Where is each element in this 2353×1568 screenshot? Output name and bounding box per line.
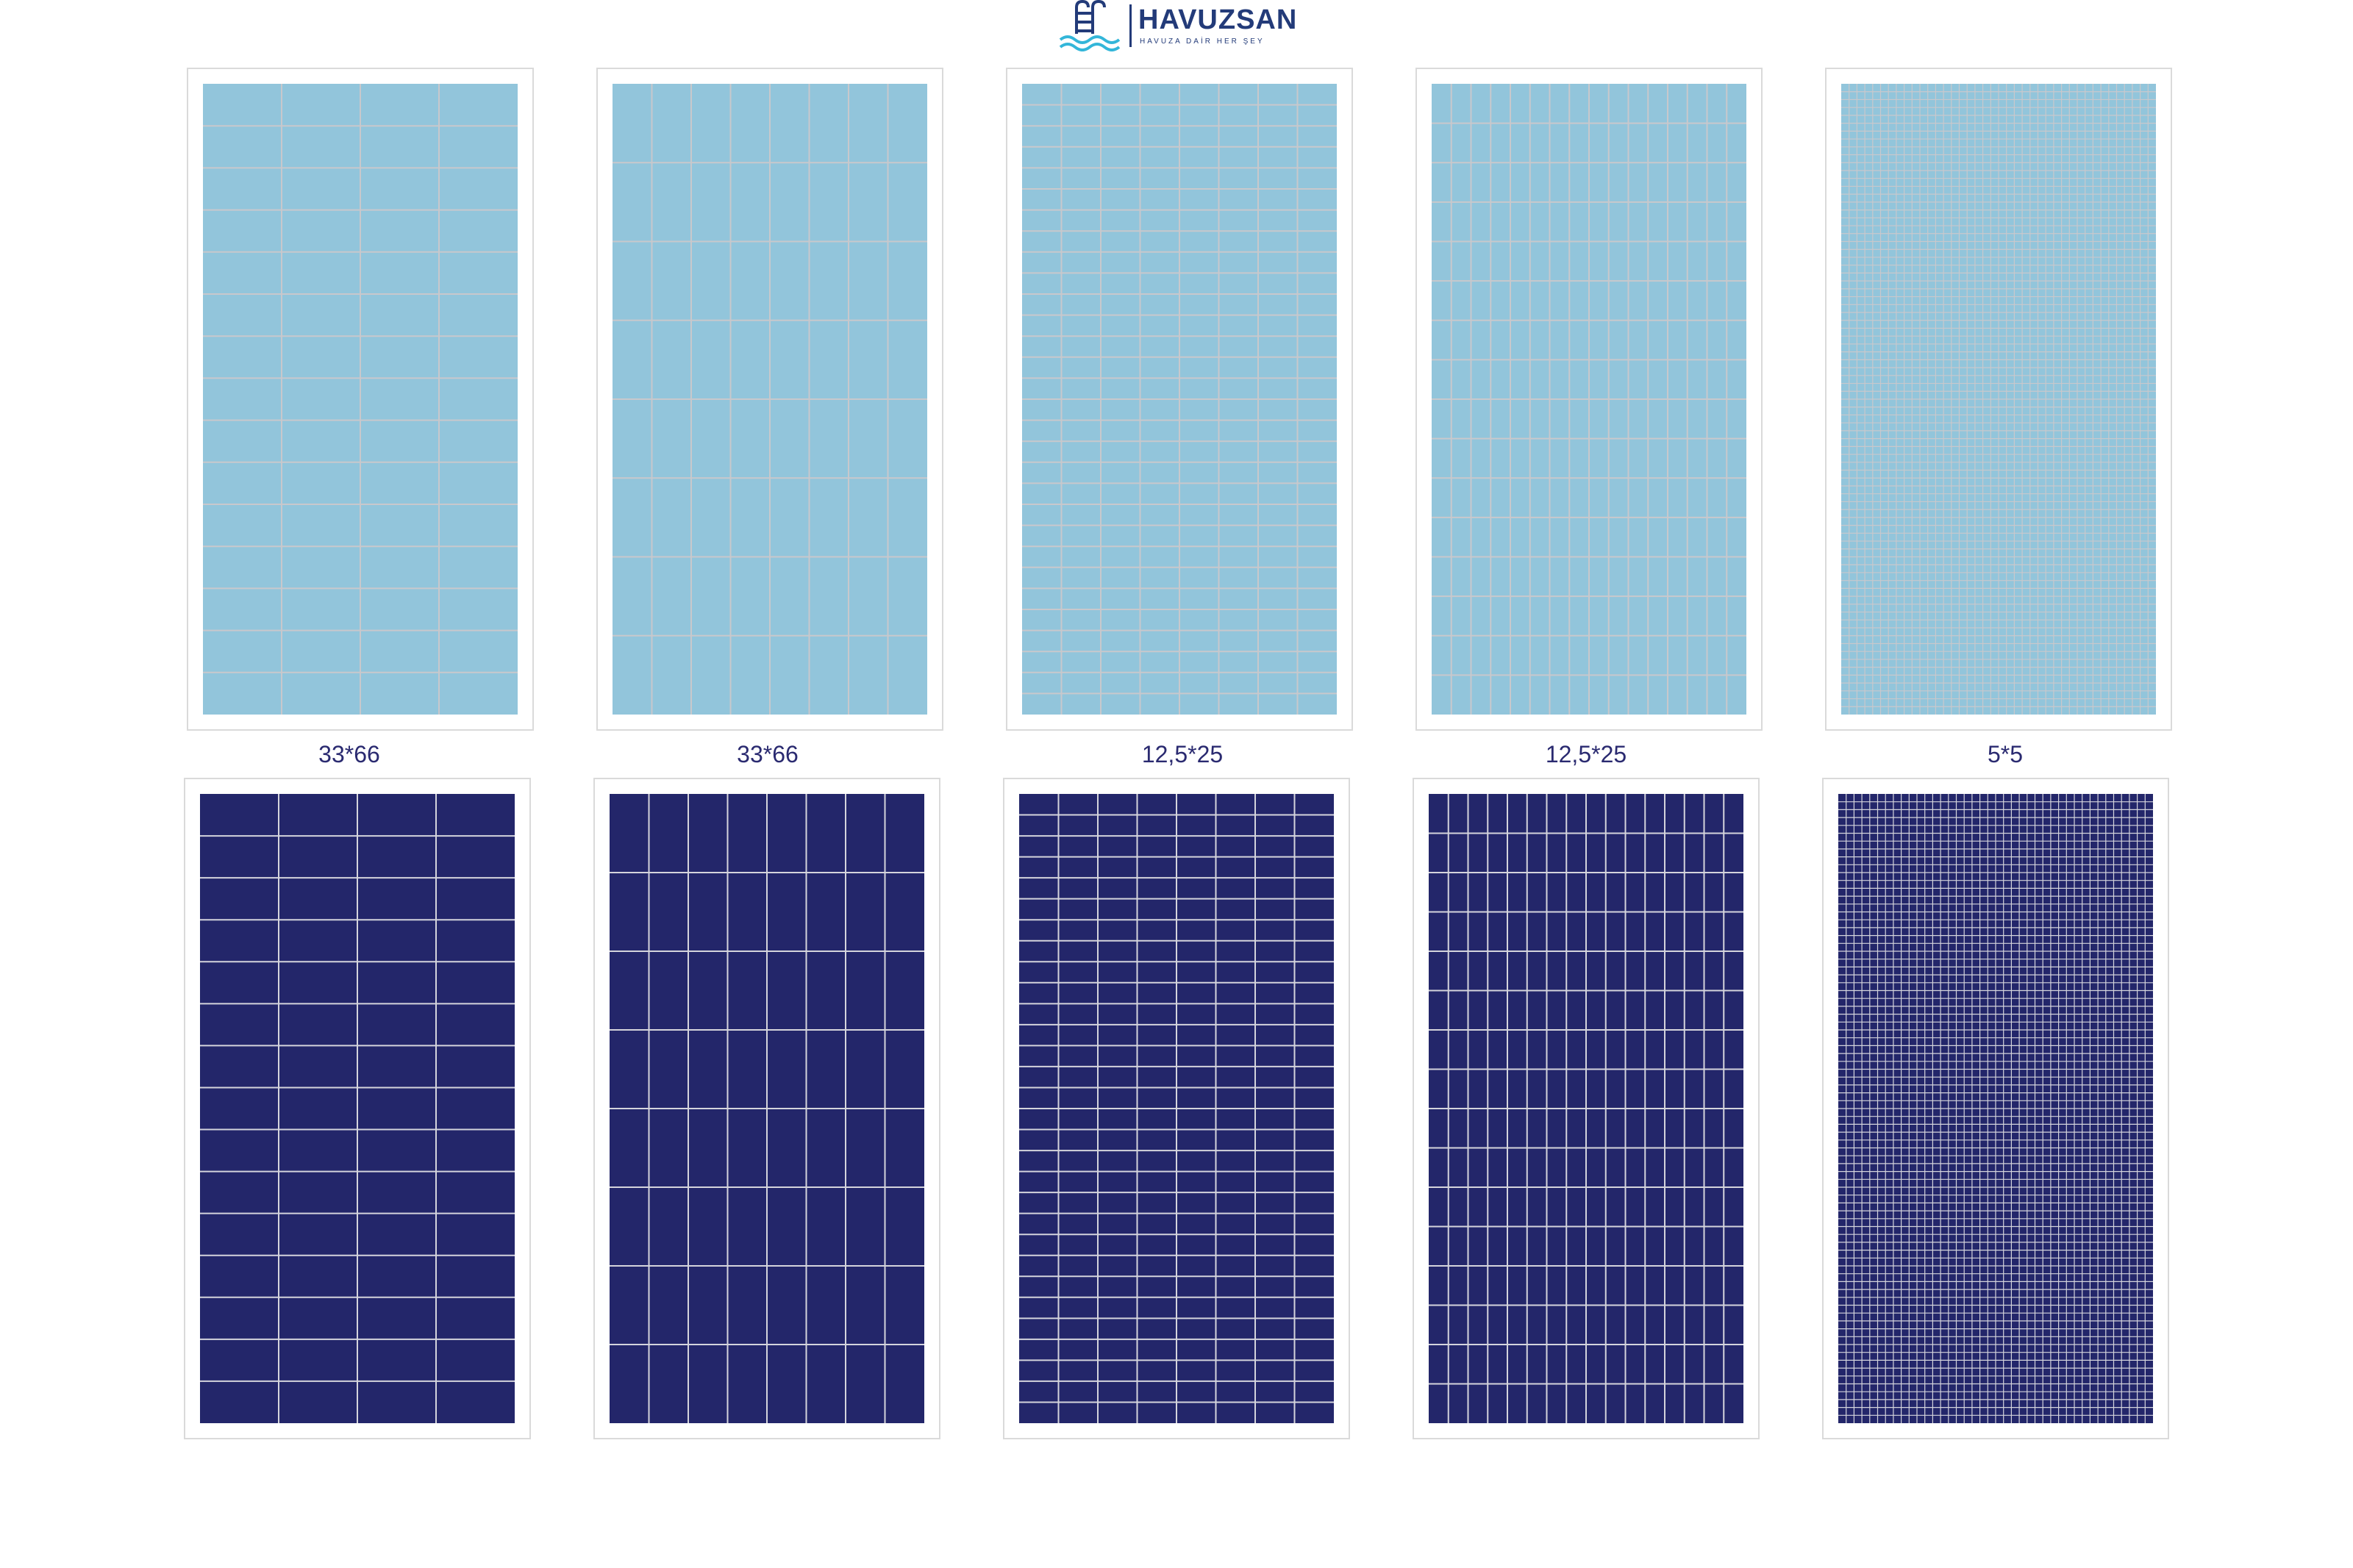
grout-lines [1019, 794, 1334, 1423]
tile-card-light-1 [187, 68, 534, 731]
tile-size-caption: 5*5 [1987, 741, 2024, 767]
grout-lines [200, 794, 515, 1423]
tile-swatch [200, 794, 515, 1423]
tile-swatch [613, 84, 927, 715]
grout-lines [203, 84, 518, 715]
grout-lines [1432, 84, 1746, 715]
tile-card-dark-2 [593, 778, 940, 1439]
tile-card-light-2 [596, 68, 943, 731]
tile-card-dark-3 [1003, 778, 1350, 1439]
tile-card-light-4 [1415, 68, 1763, 731]
tile-size-caption: 12,5*25 [1141, 741, 1224, 767]
tile-swatch [610, 794, 924, 1423]
tile-card-dark-4 [1413, 778, 1760, 1439]
tile-swatch [1022, 84, 1337, 715]
tile-swatch [203, 84, 518, 715]
grout-lines [1022, 84, 1337, 715]
tile-card-light-5 [1825, 68, 2172, 731]
tile-swatch [1019, 794, 1334, 1423]
tile-size-caption: 33*66 [737, 741, 799, 767]
tile-card-dark-5 [1822, 778, 2169, 1439]
tile-swatch [1432, 84, 1746, 715]
tile-swatch [1429, 794, 1743, 1423]
grout-lines [610, 794, 924, 1423]
tile-size-caption: 12,5*25 [1545, 741, 1627, 767]
tile-card-light-3 [1006, 68, 1353, 731]
brand-logo: HAVUZSAN HAVUZA DAİR HER ŞEY [1059, 0, 1309, 51]
grout-lines [1429, 794, 1743, 1423]
brand-tagline: HAVUZA DAİR HER ŞEY [1140, 37, 1265, 46]
pool-ladder-icon [1059, 0, 1124, 51]
tile-card-dark-1 [184, 778, 531, 1439]
logo-divider [1129, 4, 1132, 47]
tile-size-caption: 33*66 [318, 741, 380, 767]
grout-lines [1838, 794, 2153, 1423]
brand-name: HAVUZSAN [1138, 4, 1298, 35]
grout-lines [613, 84, 927, 715]
tile-swatch [1838, 794, 2153, 1423]
tile-swatch [1841, 84, 2156, 715]
grout-lines [1841, 84, 2156, 715]
